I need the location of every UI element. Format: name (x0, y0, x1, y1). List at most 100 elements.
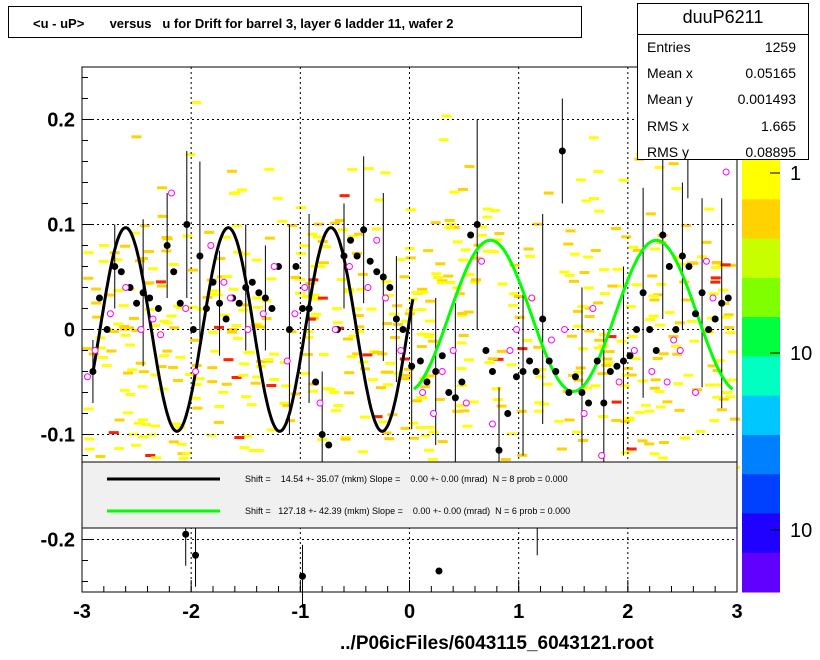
histogram-cell (354, 330, 365, 334)
histogram-cell (714, 359, 725, 363)
y-tick-label: 0.2 (47, 110, 75, 132)
histogram-cell (234, 436, 245, 440)
y-tick-label: -0.1 (41, 425, 75, 447)
profile-point (558, 147, 566, 155)
histogram-cell (229, 192, 240, 196)
y-tick-label: 0 (64, 320, 75, 342)
histogram-cell (709, 419, 720, 423)
plot-title: <u - uP> versus u for Drift for barrel 3… (33, 16, 454, 31)
histogram-cell (506, 432, 517, 436)
profile-point (146, 294, 154, 302)
histogram-cell (670, 344, 681, 348)
profile-point (366, 257, 374, 265)
colorbar-band (742, 513, 780, 554)
histogram-cell (457, 187, 468, 191)
histogram-cell (607, 284, 618, 288)
histogram-cell (150, 424, 161, 428)
histogram-cell (606, 335, 617, 339)
profile-point (467, 231, 475, 239)
legend-frame (81, 461, 738, 529)
histogram-cell (220, 235, 231, 239)
x-tick-label: 3 (731, 601, 742, 623)
histogram-cell (573, 371, 584, 375)
open-point (331, 326, 339, 333)
profile-point (235, 299, 243, 307)
histogram-cell (581, 386, 592, 390)
histogram-cell (652, 356, 663, 360)
histogram-cell (598, 415, 609, 419)
histogram-cell (301, 295, 312, 299)
histogram-cell (231, 324, 242, 328)
histogram-cell (88, 352, 99, 356)
histogram-cell (182, 451, 193, 455)
histogram-cell (441, 114, 452, 118)
histogram-cell (125, 393, 136, 397)
histogram-cell (516, 409, 527, 413)
histogram-cell (197, 307, 208, 311)
histogram-cell (727, 350, 738, 354)
histogram-cell (640, 403, 651, 407)
histogram-cell (359, 367, 370, 371)
profile-point (526, 357, 534, 365)
open-point (83, 373, 91, 381)
histogram-cell (311, 312, 322, 316)
histogram-cell (91, 287, 102, 291)
histogram-cell (456, 367, 467, 371)
histogram-cell (493, 398, 504, 402)
colorbar-band (742, 552, 780, 593)
histogram-cell (279, 401, 290, 405)
histogram-cell (352, 352, 363, 356)
histogram-cell (471, 278, 482, 282)
histogram-cell (266, 277, 277, 281)
histogram-cell (637, 439, 648, 443)
histogram-cell (231, 224, 242, 228)
histogram-cell (686, 319, 697, 323)
histogram-cell (243, 351, 254, 355)
histogram-cell (231, 375, 242, 379)
y-tick-label: 0.1 (47, 215, 75, 237)
histogram-cell (509, 292, 520, 296)
y-tick-label: -0.2 (41, 530, 75, 552)
histogram-cell (572, 430, 583, 434)
histogram-cell (151, 456, 162, 460)
histogram-cell (219, 313, 230, 317)
histogram-cell (325, 387, 336, 391)
histogram-cell (210, 349, 221, 353)
histogram-cell (655, 323, 666, 327)
histogram-cell (674, 321, 685, 325)
profile-point (216, 299, 224, 307)
histogram-cell (390, 336, 401, 340)
histogram-cell (311, 297, 322, 301)
histogram-cell (191, 101, 202, 105)
histogram-cell (496, 404, 507, 408)
histogram-cell (683, 373, 694, 377)
histogram-cell (362, 353, 373, 357)
histogram-cell (723, 313, 734, 317)
histogram-cell (564, 273, 575, 277)
histogram-cell (482, 207, 493, 211)
profile-point (565, 389, 573, 396)
grid-lines (82, 67, 737, 592)
histogram-cell (725, 263, 736, 267)
histogram-cell (672, 256, 683, 260)
histogram-cell (168, 263, 179, 267)
histogram-cell (207, 380, 218, 384)
profile-points (89, 147, 732, 580)
histogram-cell (462, 424, 473, 428)
histogram-cell (649, 386, 660, 390)
profile-point (261, 294, 269, 302)
open-point (702, 257, 710, 265)
histogram-cell (139, 224, 150, 228)
profile-point (416, 357, 424, 365)
histogram-cell (239, 362, 250, 366)
histogram-cell (143, 249, 154, 253)
histogram-cell (578, 439, 589, 443)
profile-point (176, 299, 184, 307)
histogram-cell (363, 167, 374, 171)
histogram-cell (223, 358, 234, 362)
histogram-cell (463, 310, 474, 314)
histogram-cell (599, 268, 610, 272)
histogram-cell (239, 446, 250, 450)
histogram-cell (382, 383, 393, 387)
